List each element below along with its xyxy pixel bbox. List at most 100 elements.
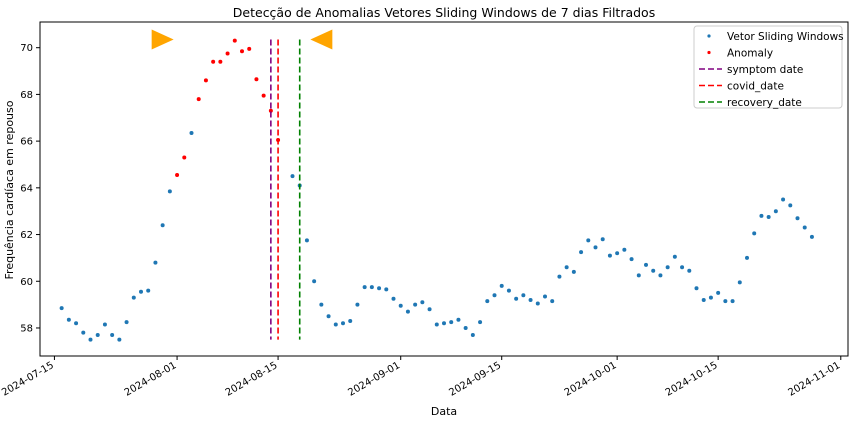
data-point bbox=[398, 303, 403, 308]
data-point bbox=[341, 321, 345, 326]
data-point bbox=[384, 287, 389, 292]
data-point bbox=[701, 297, 706, 302]
data-point bbox=[413, 302, 418, 307]
data-point bbox=[463, 325, 468, 330]
data-point bbox=[600, 237, 605, 242]
data-point bbox=[680, 265, 685, 270]
anomaly-point bbox=[203, 78, 208, 83]
y-tick-label: 58 bbox=[20, 323, 33, 334]
data-point bbox=[95, 332, 100, 337]
anomaly-point bbox=[182, 155, 187, 160]
data-point bbox=[752, 231, 757, 236]
data-point bbox=[189, 130, 194, 135]
anomaly-point bbox=[254, 77, 259, 82]
data-point bbox=[745, 255, 749, 260]
y-tick-label: 66 bbox=[20, 137, 33, 148]
data-point bbox=[672, 254, 677, 259]
data-point bbox=[326, 314, 331, 319]
anomaly-point bbox=[261, 93, 266, 98]
data-point bbox=[470, 332, 475, 337]
data-point bbox=[687, 268, 692, 273]
data-point bbox=[550, 299, 555, 304]
data-point bbox=[333, 322, 338, 327]
data-point bbox=[88, 337, 93, 342]
data-point bbox=[694, 286, 699, 291]
legend-marker bbox=[707, 34, 711, 38]
legend-label: recovery_date bbox=[727, 97, 802, 109]
data-point bbox=[615, 251, 620, 256]
data-point bbox=[312, 279, 317, 284]
data-point bbox=[788, 203, 793, 208]
x-tick-label: 2024-07-15 bbox=[0, 360, 56, 399]
plot-area bbox=[59, 29, 814, 342]
data-point bbox=[651, 268, 656, 273]
x-tick-label: 2024-11-01 bbox=[786, 360, 842, 399]
anomaly-point bbox=[232, 38, 237, 43]
x-tick-label: 2024-10-15 bbox=[664, 360, 720, 399]
data-point bbox=[348, 318, 353, 323]
x-tick-label: 2024-09-01 bbox=[346, 360, 402, 399]
legend-box bbox=[693, 25, 843, 109]
data-point bbox=[442, 321, 446, 326]
anomaly-point bbox=[211, 59, 216, 64]
chart-title: Detecção de Anomalias Vetores Sliding Wi… bbox=[233, 5, 655, 20]
legend-label: Anomaly bbox=[727, 47, 773, 59]
legend-marker bbox=[707, 50, 711, 55]
data-point bbox=[629, 257, 634, 262]
data-point bbox=[528, 297, 533, 302]
y-tick-label: 62 bbox=[20, 230, 33, 241]
data-point bbox=[110, 332, 115, 337]
legend-label: Vetor Sliding Windows bbox=[727, 31, 844, 43]
data-point bbox=[117, 337, 122, 342]
data-point bbox=[781, 197, 786, 202]
data-point bbox=[708, 295, 713, 300]
series-sliding-windows bbox=[59, 130, 814, 342]
data-point bbox=[355, 302, 360, 307]
data-point bbox=[420, 300, 425, 305]
data-point bbox=[723, 299, 728, 304]
data-point bbox=[81, 330, 86, 335]
data-point bbox=[139, 289, 143, 294]
anomaly-point bbox=[247, 46, 252, 51]
data-point bbox=[160, 223, 165, 228]
data-point bbox=[153, 260, 158, 265]
y-tick-label: 60 bbox=[20, 277, 33, 288]
data-point bbox=[586, 238, 591, 243]
x-tick-label: 2024-08-15 bbox=[224, 360, 280, 399]
plot-frame bbox=[39, 21, 849, 357]
data-point bbox=[543, 294, 547, 299]
data-point bbox=[571, 269, 576, 274]
data-point bbox=[795, 216, 800, 221]
triangle-left-marker bbox=[310, 29, 333, 50]
anomaly-point bbox=[175, 172, 180, 177]
data-point bbox=[449, 320, 454, 325]
anomaly-point bbox=[196, 97, 201, 102]
data-point bbox=[456, 317, 461, 322]
data-point bbox=[124, 320, 129, 325]
data-point bbox=[290, 174, 295, 179]
x-axis-label: Data bbox=[431, 405, 457, 418]
data-point bbox=[535, 301, 540, 306]
data-point bbox=[391, 296, 396, 301]
data-point bbox=[759, 213, 764, 218]
triangle-right-marker bbox=[151, 29, 174, 50]
data-point bbox=[362, 285, 367, 290]
data-point bbox=[74, 321, 79, 326]
data-point bbox=[730, 299, 735, 304]
data-point bbox=[644, 262, 648, 267]
data-point bbox=[405, 309, 410, 314]
data-point bbox=[766, 215, 771, 220]
data-point bbox=[514, 296, 519, 301]
data-point bbox=[102, 322, 107, 327]
data-point bbox=[492, 293, 497, 298]
series-anomaly bbox=[175, 38, 281, 177]
data-point bbox=[167, 189, 172, 194]
y-tick-label: 64 bbox=[20, 183, 33, 194]
data-point bbox=[622, 247, 627, 252]
legend-label: symptom date bbox=[727, 64, 803, 76]
data-point bbox=[737, 280, 742, 285]
anomaly-point bbox=[218, 59, 223, 64]
data-point bbox=[304, 238, 309, 243]
x-tick-label: 2024-08-01 bbox=[123, 360, 179, 399]
